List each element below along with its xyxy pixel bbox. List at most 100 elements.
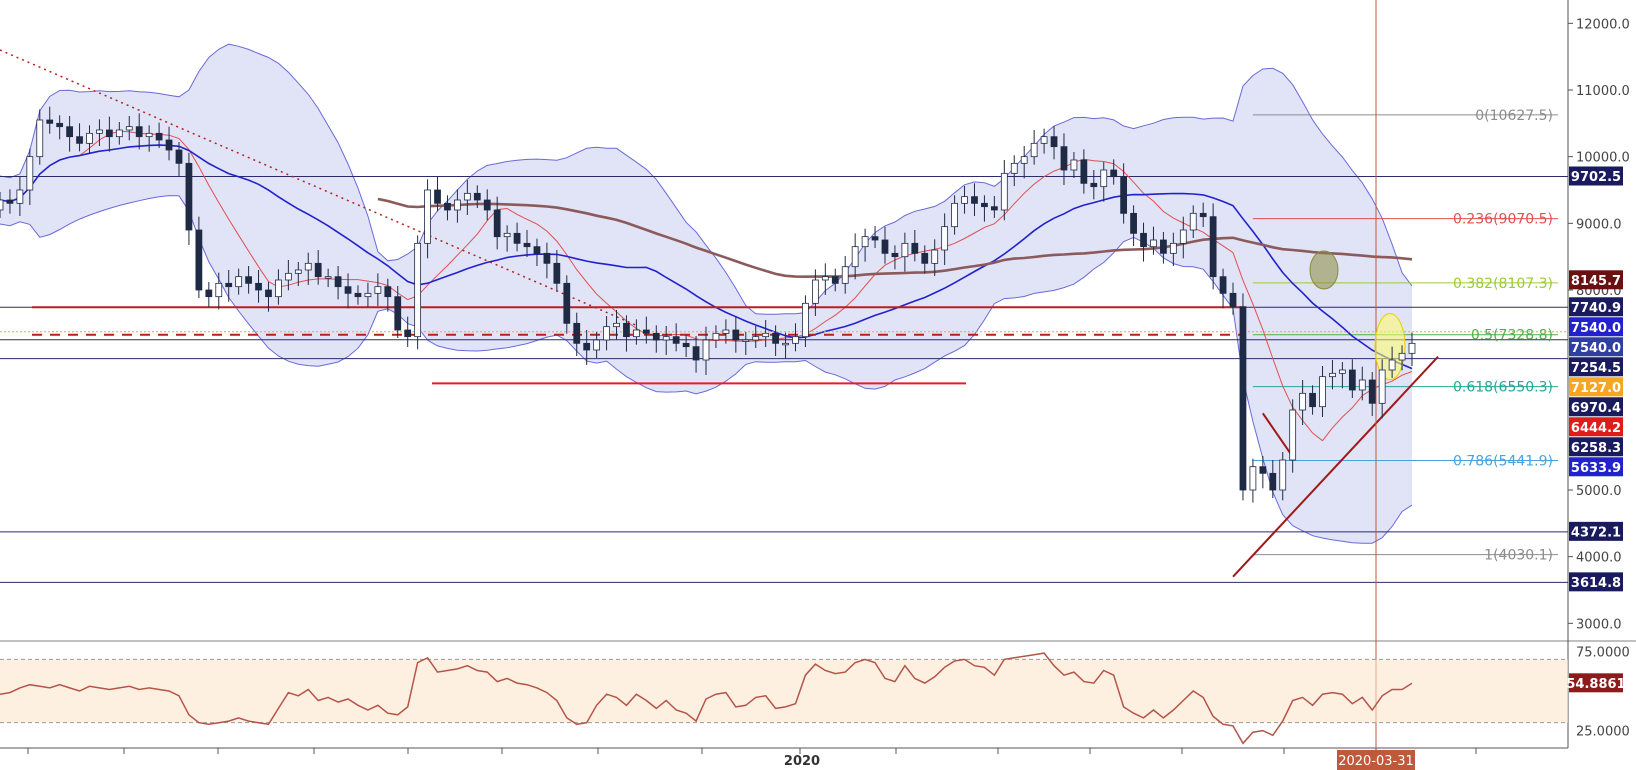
candle-body[interactable] xyxy=(1150,239,1157,248)
candle-body[interactable] xyxy=(344,286,352,294)
candle-body[interactable] xyxy=(255,282,262,291)
candle-body[interactable] xyxy=(1378,369,1386,404)
candle-body[interactable] xyxy=(672,336,680,344)
candle-body[interactable] xyxy=(16,189,24,204)
candle-body[interactable] xyxy=(1289,409,1297,461)
candle-body[interactable] xyxy=(125,126,133,131)
candle-body[interactable] xyxy=(990,206,998,211)
candle-body[interactable] xyxy=(1199,212,1207,218)
candle-body[interactable] xyxy=(633,329,640,338)
candle-body[interactable] xyxy=(841,266,849,284)
candle-body[interactable] xyxy=(1239,306,1247,491)
candle-body[interactable] xyxy=(483,199,491,211)
candle-body[interactable] xyxy=(394,296,402,331)
x-axis[interactable]: 2020 2020-03-31 xyxy=(27,748,1477,770)
candle-body[interactable] xyxy=(762,332,770,338)
candle-body[interactable] xyxy=(692,346,700,361)
candle-body[interactable] xyxy=(593,339,601,351)
candle-body[interactable] xyxy=(871,236,879,241)
candle-body[interactable] xyxy=(135,126,143,138)
candle-body[interactable] xyxy=(6,199,14,204)
candle-body[interactable] xyxy=(911,242,919,254)
candle-body[interactable] xyxy=(195,229,203,291)
candle-body[interactable] xyxy=(851,246,859,268)
candle-body[interactable] xyxy=(1189,212,1197,231)
candle-body[interactable] xyxy=(1259,466,1267,474)
candle-body[interactable] xyxy=(1388,359,1396,371)
candle-body[interactable] xyxy=(1209,216,1217,278)
candle-body[interactable] xyxy=(96,129,103,134)
candle-body[interactable] xyxy=(115,129,123,138)
candle-body[interactable] xyxy=(742,339,750,342)
candle-body[interactable] xyxy=(444,202,451,211)
candle-body[interactable] xyxy=(374,286,382,294)
candle-body[interactable] xyxy=(215,282,223,298)
candle-body[interactable] xyxy=(1040,136,1048,144)
candle-body[interactable] xyxy=(1249,466,1257,491)
candle-body[interactable] xyxy=(811,279,819,304)
candle-body[interactable] xyxy=(1339,369,1346,374)
candle-body[interactable] xyxy=(185,162,193,231)
candle-body[interactable] xyxy=(543,252,551,264)
candle-body[interactable] xyxy=(294,269,302,274)
candle-body[interactable] xyxy=(772,332,779,344)
candle-body[interactable] xyxy=(1358,379,1366,391)
candle-body[interactable] xyxy=(722,329,730,334)
candle-body[interactable] xyxy=(613,322,620,328)
candle-body[interactable] xyxy=(424,189,431,244)
candle-body[interactable] xyxy=(1160,239,1167,254)
candle-body[interactable] xyxy=(205,289,213,298)
candle-body[interactable] xyxy=(275,279,282,298)
candle-body[interactable] xyxy=(1169,242,1177,254)
candle-body[interactable] xyxy=(981,202,988,208)
candle-body[interactable] xyxy=(145,132,153,138)
candle-body[interactable] xyxy=(792,336,799,344)
candle-body[interactable] xyxy=(76,136,83,144)
candle-body[interactable] xyxy=(235,276,243,288)
candle-body[interactable] xyxy=(712,332,720,341)
candle-body[interactable] xyxy=(881,239,889,254)
candle-body[interactable] xyxy=(1060,146,1068,171)
candle-body[interactable] xyxy=(603,326,610,341)
candle-body[interactable] xyxy=(1319,376,1326,408)
candle-body[interactable] xyxy=(1120,176,1128,214)
candle-body[interactable] xyxy=(931,249,939,264)
candle-body[interactable] xyxy=(165,139,173,151)
candle-body[interactable] xyxy=(971,196,978,204)
candle-body[interactable] xyxy=(1140,232,1147,248)
candle-body[interactable] xyxy=(46,119,54,124)
candlesticks[interactable] xyxy=(0,106,1416,503)
candle-body[interactable] xyxy=(662,336,670,341)
candle-body[interactable] xyxy=(1279,459,1287,491)
short-trendline[interactable] xyxy=(1262,412,1294,458)
candle-body[interactable] xyxy=(364,292,372,298)
candle-body[interactable] xyxy=(573,322,581,344)
candle-body[interactable] xyxy=(821,276,829,281)
candle-body[interactable] xyxy=(1080,159,1088,184)
candle-body[interactable] xyxy=(1050,136,1058,148)
candle-body[interactable] xyxy=(513,232,521,244)
candle-body[interactable] xyxy=(1179,229,1187,244)
candle-body[interactable] xyxy=(1348,369,1356,391)
candle-body[interactable] xyxy=(921,252,929,264)
candle-body[interactable] xyxy=(623,322,630,338)
candle-body[interactable] xyxy=(245,276,252,284)
candle-body[interactable] xyxy=(583,342,591,351)
candle-body[interactable] xyxy=(1130,212,1137,234)
candle-body[interactable] xyxy=(284,272,292,281)
candle-body[interactable] xyxy=(334,276,342,288)
candle-body[interactable] xyxy=(782,342,789,346)
y-axis[interactable]: 12000.011000.010000.09000.08000.05000.04… xyxy=(1568,17,1630,740)
candle-body[interactable] xyxy=(682,342,690,348)
candle-body[interactable] xyxy=(1219,276,1227,294)
candle-body[interactable] xyxy=(901,242,909,258)
candle-body[interactable] xyxy=(414,242,422,338)
candle-body[interactable] xyxy=(155,132,163,141)
candle-body[interactable] xyxy=(26,156,34,191)
candle-body[interactable] xyxy=(503,232,511,238)
candle-body[interactable] xyxy=(861,236,869,248)
candle-body[interactable] xyxy=(1110,169,1118,178)
candle-body[interactable] xyxy=(1329,372,1336,378)
candle-body[interactable] xyxy=(1010,162,1018,174)
